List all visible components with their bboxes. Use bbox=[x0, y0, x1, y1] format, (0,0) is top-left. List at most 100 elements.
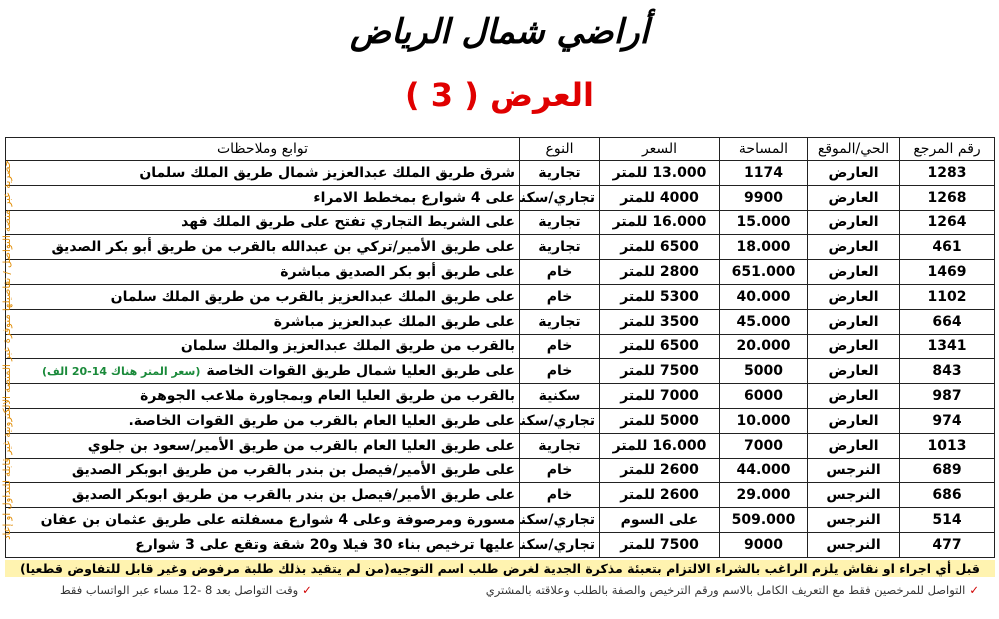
cell: خام bbox=[519, 457, 600, 484]
cell-text: العارض bbox=[828, 338, 879, 355]
cell: 7500 للمتر bbox=[599, 358, 720, 385]
cell-text: خام bbox=[546, 487, 573, 504]
cell-text: 987 bbox=[932, 388, 962, 405]
contact-time: ✓وقت التواصل بعد 8 -12 مساء عبر الواتساب… bbox=[60, 583, 312, 597]
cell-text: على طريق الملك عبدالعزيز بالقرب من طريق … bbox=[110, 288, 515, 305]
cell: على طريق الأمير/تركي بن عبدالله بالقرب م… bbox=[5, 234, 520, 261]
cell: على طريق العليا العام بالقرب من طريق الق… bbox=[5, 407, 520, 434]
cell-text: 10.000 bbox=[736, 412, 791, 429]
cell: 6000 bbox=[719, 383, 808, 409]
cell: خام bbox=[519, 259, 600, 285]
cell-text: تجاري/سكني bbox=[520, 512, 596, 529]
cell-text: 664 bbox=[932, 313, 962, 330]
cell: 5000 bbox=[719, 358, 808, 385]
cell: تجارية bbox=[519, 209, 600, 236]
cell: على السوم bbox=[599, 507, 720, 533]
cell-text: 1341 bbox=[927, 338, 967, 355]
cell: النرجس bbox=[807, 457, 900, 484]
cell-text: 6500 للمتر bbox=[620, 338, 699, 355]
cell-text: 7500 للمتر bbox=[620, 536, 699, 553]
cell: 651.000 bbox=[719, 259, 808, 285]
cell: 29.000 bbox=[719, 482, 808, 509]
cell-text: 1283 bbox=[927, 164, 967, 181]
cell-text: العارض bbox=[828, 214, 879, 231]
cell: العارض bbox=[807, 407, 900, 434]
cell-text: النرجس bbox=[826, 536, 881, 553]
cell-text: تجارية bbox=[538, 214, 581, 231]
cell-text: 3500 للمتر bbox=[620, 313, 699, 330]
cell-text: على الشريط التجاري تفتح على طريق الملك ف… bbox=[181, 214, 515, 231]
row-note: (سعر المتر هناك 14-20 الف) bbox=[41, 365, 201, 379]
cell: تجارية bbox=[519, 234, 600, 261]
cell: تجاري/سكني bbox=[519, 507, 600, 533]
cell: 16.000 للمتر bbox=[599, 209, 720, 236]
cell-text: على طريق الأمير/فيصل بن بندر بالقرب من ط… bbox=[71, 487, 515, 504]
cell-text: بالقرب من طريق الملك عبدالعزيز والملك سل… bbox=[180, 338, 515, 355]
cell: 9900 bbox=[719, 184, 808, 211]
cell-text: على طريق العليا العام بالقرب من طريق الق… bbox=[128, 412, 515, 429]
cell: 5300 للمتر bbox=[599, 283, 720, 310]
cell: 1268 bbox=[899, 184, 995, 211]
table-row: 514 النرجس 509.000 على السوم تجاري/سكني مسورة… bbox=[5, 507, 995, 533]
cell: 18.000 bbox=[719, 234, 808, 261]
cell: 7000 bbox=[719, 432, 808, 459]
cell: 6500 للمتر bbox=[599, 234, 720, 261]
cell: 686 bbox=[899, 482, 995, 509]
cell: خام bbox=[519, 283, 600, 310]
cell-text: 6500 للمتر bbox=[620, 239, 699, 256]
cell-text: شرق طريق الملك عبدالعزيز شمال طريق الملك… bbox=[139, 164, 515, 181]
cell-text: العارض bbox=[828, 164, 879, 181]
cell-text: 7000 للمتر bbox=[620, 388, 699, 405]
cell: تجاري/سكني bbox=[519, 184, 600, 211]
cell: 40.000 bbox=[719, 283, 808, 310]
column-header: النوع bbox=[519, 137, 600, 161]
cell: العارض bbox=[807, 308, 900, 335]
cell-text: 1264 bbox=[927, 214, 967, 231]
cell: العارض bbox=[807, 283, 900, 310]
cell-text: 45.000 bbox=[736, 313, 791, 330]
cell-text: بالقرب من طريق العليا العام وبمجاورة ملا… bbox=[140, 388, 515, 405]
contact-rule-text: التواصل للمرخصين فقط مع التعريف الكامل ب… bbox=[485, 583, 966, 597]
cell: العارض bbox=[807, 383, 900, 409]
cell-text: 7500 للمتر bbox=[620, 363, 699, 380]
cell: 20.000 bbox=[719, 333, 808, 360]
cell-text: على السوم bbox=[620, 512, 699, 529]
cell: خام bbox=[519, 358, 600, 385]
cell-text: خام bbox=[546, 462, 573, 479]
cell-text: 13.000 للمتر bbox=[612, 164, 707, 181]
cell: 1469 bbox=[899, 259, 995, 285]
table-row: 974 العارض 10.000 5000 للمتر تجاري/سكني على ط… bbox=[5, 407, 995, 434]
cell: 1341 bbox=[899, 333, 995, 360]
cell: 9000 bbox=[719, 531, 808, 558]
cell: على الشريط التجاري تفتح على طريق الملك ف… bbox=[5, 209, 520, 236]
cell: عليها ترخيص بناء 30 فيلا و20 شقة وتقع عل… bbox=[5, 531, 520, 558]
cell: 16.000 للمتر bbox=[599, 432, 720, 459]
cell: العارض bbox=[807, 160, 900, 186]
contact-time-text: وقت التواصل بعد 8 -12 مساء عبر الواتساب … bbox=[60, 583, 299, 597]
cell-text: العارض bbox=[828, 288, 879, 305]
column-header: الحي/الموقع bbox=[807, 137, 900, 161]
cell: 3500 للمتر bbox=[599, 308, 720, 335]
cell-text: العارض bbox=[828, 363, 879, 380]
cell-text: تجارية bbox=[538, 437, 581, 454]
column-header: السعر bbox=[599, 137, 720, 161]
cell: 4000 للمتر bbox=[599, 184, 720, 211]
cell: 2800 للمتر bbox=[599, 259, 720, 285]
cell: 1102 bbox=[899, 283, 995, 310]
cell: سكنية bbox=[519, 383, 600, 409]
cell: على طريق الملك عبدالعزيز مباشرة bbox=[5, 308, 520, 335]
cell-text: خام bbox=[546, 288, 573, 305]
cell-text: 16.000 للمتر bbox=[612, 437, 707, 454]
side-note: حصرية عبر منصة التواصل / تفاصيلها متوفرة… bbox=[2, 160, 13, 540]
table-row: 689 النرجس 44.000 2600 للمتر خام على طريق الأ… bbox=[5, 457, 995, 484]
cell-text: 5300 للمتر bbox=[620, 288, 699, 305]
cell-text: تجارية bbox=[538, 164, 581, 181]
cell-text: 9000 bbox=[744, 536, 783, 553]
cell: 1264 bbox=[899, 209, 995, 236]
cell: 5000 للمتر bbox=[599, 407, 720, 434]
cell: 7500 للمتر bbox=[599, 531, 720, 558]
cell: 7000 للمتر bbox=[599, 383, 720, 409]
cell: العارض bbox=[807, 333, 900, 360]
cell-text: 651.000 bbox=[731, 264, 796, 281]
